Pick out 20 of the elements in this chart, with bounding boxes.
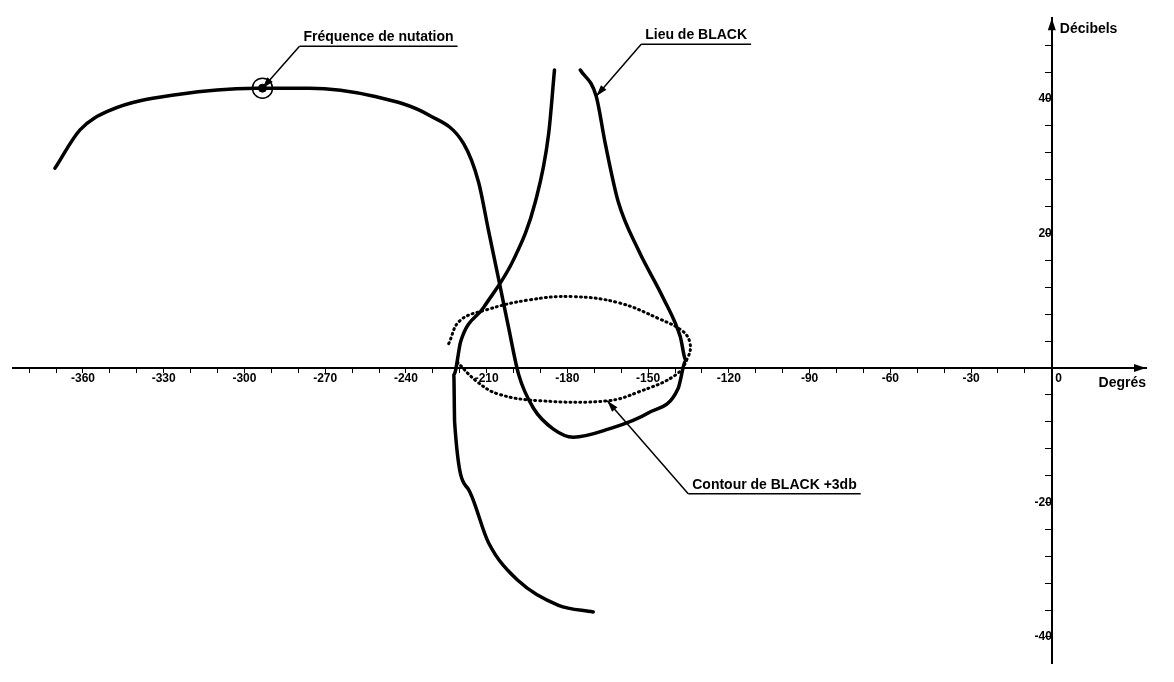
x-tick-label: -150 <box>636 371 661 386</box>
x-tick-label: -360 <box>70 371 96 386</box>
x-tick-label: -210 <box>474 371 499 386</box>
x-tick-label: -120 <box>716 371 742 386</box>
x-tick-label: -240 <box>393 371 419 386</box>
y-tick-label: -20 <box>1034 494 1053 509</box>
x-tick-label: -30 <box>962 371 981 386</box>
x-tick-label: -60 <box>881 371 900 386</box>
x-axis-title: Degrés <box>1098 373 1147 390</box>
annotation: Contour de BLACK +3db <box>692 475 857 492</box>
annotation: Lieu de BLACK <box>645 26 748 43</box>
x-tick-label: -180 <box>555 371 580 386</box>
x-tick-label: -90 <box>800 371 819 386</box>
x-tick-label: -300 <box>232 371 257 386</box>
annotation: Fréquence de nutation <box>303 28 454 44</box>
x-tick-label: -330 <box>151 371 177 386</box>
x-tick-label: -270 <box>313 371 338 386</box>
x-tick-label: 0 <box>1041 371 1063 386</box>
y-tick-label: -40 <box>1034 629 1053 644</box>
y-axis-title: Décibels <box>1059 20 1118 37</box>
